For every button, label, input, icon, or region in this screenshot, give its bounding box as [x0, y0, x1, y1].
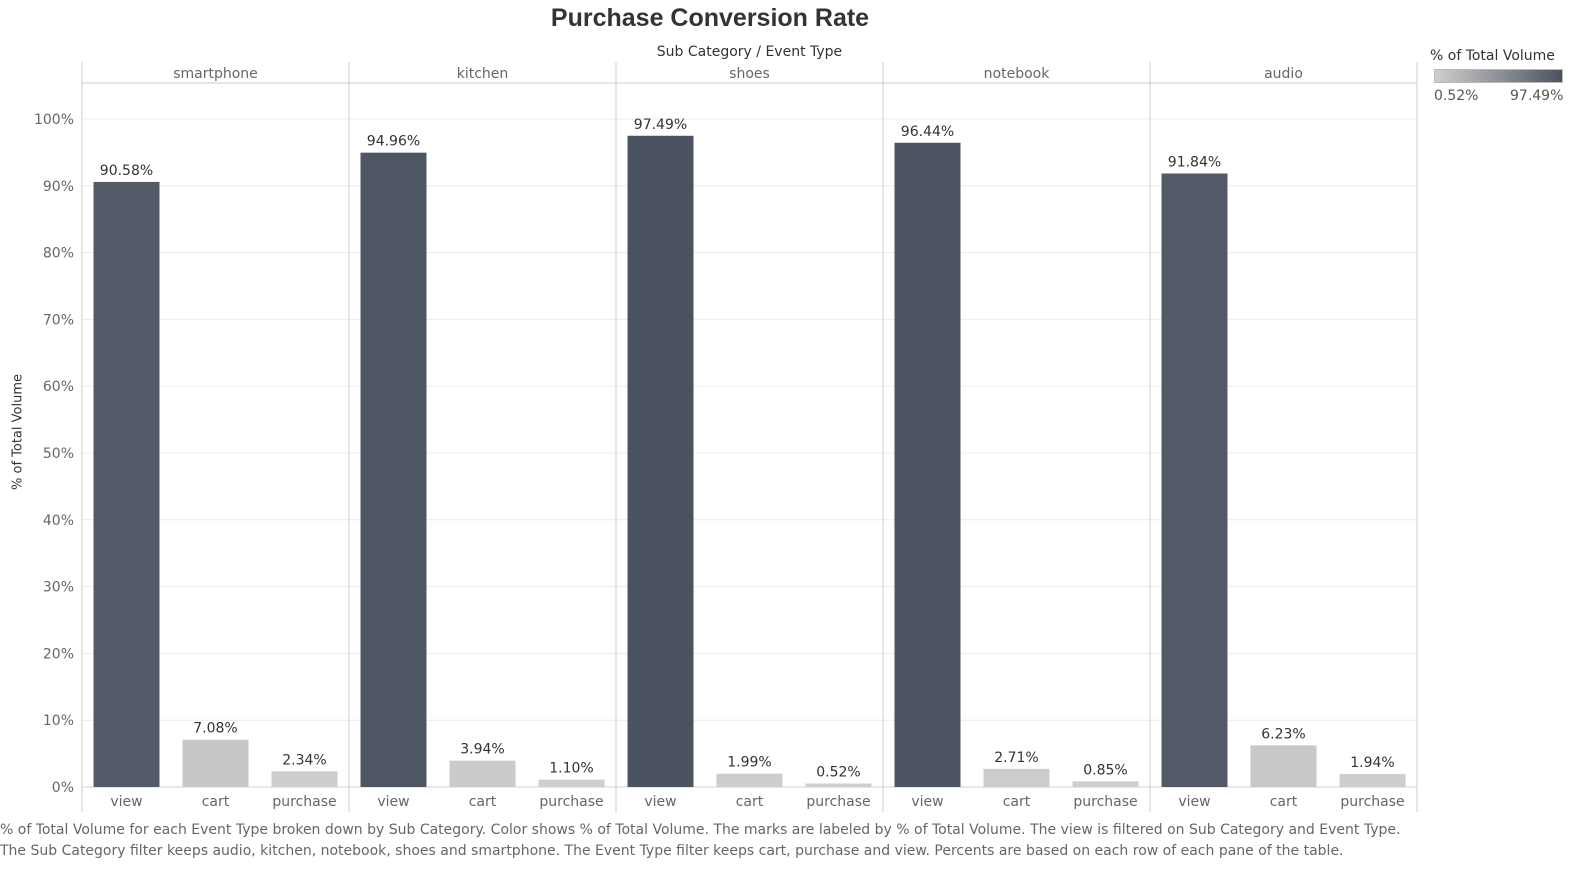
x-tick-label: cart: [1270, 794, 1298, 810]
x-tick-label: view: [110, 794, 142, 810]
color-legend-gradient: [1434, 69, 1563, 83]
color-legend-title: % of Total Volume: [1430, 48, 1555, 64]
chart-caption: % of Total Volume for each Event Type br…: [0, 822, 1401, 859]
x-tick-label: view: [377, 794, 409, 810]
panel-header-audio: audio: [1264, 66, 1303, 82]
x-tick-label: view: [1178, 794, 1210, 810]
data-label: 91.84%: [1168, 155, 1221, 171]
y-tick-label: 60%: [43, 379, 74, 395]
chart-title: Purchase Conversion Rate: [550, 4, 870, 32]
x-tick-label: cart: [202, 794, 230, 810]
x-tick-label: purchase: [1073, 794, 1137, 810]
data-label: 0.85%: [1083, 762, 1127, 778]
data-label: 3.94%: [460, 742, 504, 758]
color-legend-min-label: 0.52%: [1434, 88, 1479, 104]
bar-smartphone-cart: [182, 739, 249, 787]
x-tick-label: purchase: [272, 794, 336, 810]
x-tick-label: cart: [736, 794, 764, 810]
data-label: 1.99%: [727, 755, 771, 771]
y-tick-label: 50%: [43, 446, 74, 462]
data-label: 1.10%: [549, 761, 593, 777]
data-label: 7.08%: [193, 721, 237, 737]
data-label: 90.58%: [100, 163, 153, 179]
y-tick-label: 100%: [34, 112, 74, 128]
bar-notebook-purchase: [1072, 781, 1139, 787]
data-label: 96.44%: [901, 124, 954, 140]
bar-shoes-purchase: [805, 783, 872, 787]
bar-audio-purchase: [1339, 774, 1406, 787]
bar-audio-view: [1161, 173, 1228, 788]
panel-header-kitchen: kitchen: [457, 66, 509, 82]
data-label: 1.94%: [1350, 755, 1394, 771]
color-legend-max-label: 97.49%: [1510, 88, 1564, 104]
y-tick-label: 10%: [43, 713, 74, 729]
panel-header-smartphone: smartphone: [173, 66, 258, 82]
x-tick-label: purchase: [1340, 794, 1404, 810]
data-label: 97.49%: [634, 117, 687, 133]
x-tick-label: purchase: [806, 794, 870, 810]
y-tick-label: 20%: [43, 646, 74, 662]
x-tick-label: purchase: [539, 794, 603, 810]
bar-kitchen-cart: [449, 760, 516, 787]
y-tick-label: 40%: [43, 513, 74, 529]
bar-audio-cart: [1250, 745, 1317, 787]
y-tick-label: 30%: [43, 580, 74, 596]
bar-smartphone-purchase: [271, 771, 338, 787]
data-label: 94.96%: [367, 134, 420, 150]
data-label: 2.71%: [994, 750, 1038, 766]
bar-shoes-view: [627, 135, 694, 788]
x-tick-label: cart: [1003, 794, 1031, 810]
bar-notebook-view: [894, 142, 961, 787]
y-tick-label: 70%: [43, 312, 74, 328]
bar-kitchen-purchase: [538, 779, 605, 787]
bar-kitchen-view: [360, 152, 427, 787]
x-tick-label: view: [644, 794, 676, 810]
data-label: 0.52%: [816, 765, 860, 781]
data-label: 6.23%: [1261, 726, 1305, 742]
x-tick-label: cart: [469, 794, 497, 810]
x-tick-label: view: [911, 794, 943, 810]
panel-header-notebook: notebook: [984, 66, 1051, 82]
y-tick-label: 0%: [52, 780, 74, 796]
y-tick-label: 80%: [43, 246, 74, 262]
bar-shoes-cart: [716, 773, 783, 787]
data-label: 2.34%: [282, 752, 326, 768]
y-tick-label: 90%: [43, 179, 74, 195]
column-header-title: Sub Category / Event Type: [656, 44, 843, 60]
bar-smartphone-view: [93, 181, 160, 787]
panel-header-shoes: shoes: [729, 66, 770, 82]
bar-notebook-cart: [983, 768, 1050, 787]
